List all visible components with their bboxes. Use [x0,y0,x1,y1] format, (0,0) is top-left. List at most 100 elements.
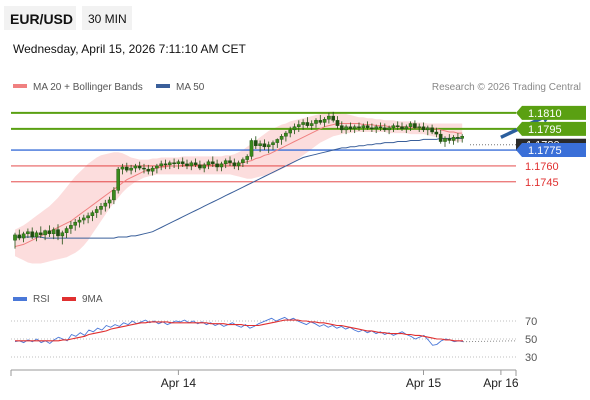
candle [271,140,275,151]
candle [202,162,207,173]
candle [383,123,387,132]
symbol-box[interactable] [4,6,76,30]
candle [288,126,293,138]
candle [314,118,318,128]
rsi-ma-line [15,319,463,342]
rsi-tick-70: 70 [525,316,537,328]
candle [60,230,65,245]
candle [43,229,47,241]
candle [378,122,383,131]
candle [73,218,77,231]
candle [370,123,374,132]
candle [206,159,211,170]
candle [185,159,189,170]
candle [404,124,409,134]
candle [81,214,86,225]
level-label-1-1810: 1.1810 [528,108,562,120]
candle [434,127,439,138]
ma20-legend-swatch [13,84,27,88]
level-label-1-1760: 1.1760 [525,161,559,173]
candle [107,196,112,209]
candle [279,134,284,145]
candle [309,120,314,130]
candle [456,133,460,143]
candle [344,124,348,135]
candle [322,117,327,127]
candle [17,229,22,241]
symbol-title: EUR/USD [10,11,73,27]
candle [180,157,185,167]
ma50-legend-label: MA 50 [176,82,205,93]
candle [460,134,465,143]
candle [13,232,17,249]
candle [297,120,301,132]
candle [426,125,430,136]
rsi-layer: 70 50 30 [11,316,537,364]
level-label-1-1745: 1.1745 [525,177,559,189]
candle [77,216,82,228]
candle [155,163,159,174]
candle [249,138,254,160]
bollinger-band-layer [15,111,463,264]
candle [421,122,426,132]
rsi-tick-50: 50 [525,334,537,346]
level-label-1-1775: 1.1775 [528,145,562,157]
rsi-ma-legend-swatch [62,297,76,301]
candle [86,212,90,224]
candle [210,156,215,167]
candle [133,163,138,173]
timeframe-box[interactable] [82,6,132,30]
candle [193,158,198,167]
candle [408,121,413,131]
bollinger-band-area [15,111,463,264]
level-box-1-1810 [516,105,586,120]
credit-label: Research © 2026 Trading Central [432,82,581,93]
candle [120,163,125,175]
candle [103,199,108,212]
candle [215,159,219,172]
candle [163,159,168,170]
candle [266,141,271,154]
candle [39,226,43,239]
x-date-label: Apr 15 [406,376,442,390]
candle [69,221,73,234]
candle [292,123,297,135]
candle [357,122,361,131]
candle [112,187,116,205]
rsi-projection [463,340,517,343]
candle [172,158,176,169]
candle [245,154,250,164]
candle [159,160,164,171]
candle [228,156,232,166]
candle [26,228,30,239]
candle [236,160,241,171]
level-label-1-1795: 1.1795 [528,124,562,136]
candle [189,160,194,171]
candle [352,124,357,134]
candle [443,136,447,147]
candle [430,124,434,135]
candle [331,111,336,123]
candle [447,134,452,144]
candle [438,129,443,144]
candle [400,122,404,131]
candle [56,224,60,241]
datetime-label: Wednesday, April 15, 2026 7:11:10 AM CET [13,42,246,56]
candle [374,124,379,134]
candle [365,121,370,130]
candle [413,120,417,129]
candle [451,135,456,145]
candle [198,160,202,171]
candle [253,136,258,149]
candle [335,116,340,129]
candle [340,121,344,134]
rsi-legend-swatch [13,297,27,301]
candle [387,125,391,135]
candle [21,231,26,243]
candle [275,138,280,148]
candle [150,165,155,176]
candle [305,117,310,128]
